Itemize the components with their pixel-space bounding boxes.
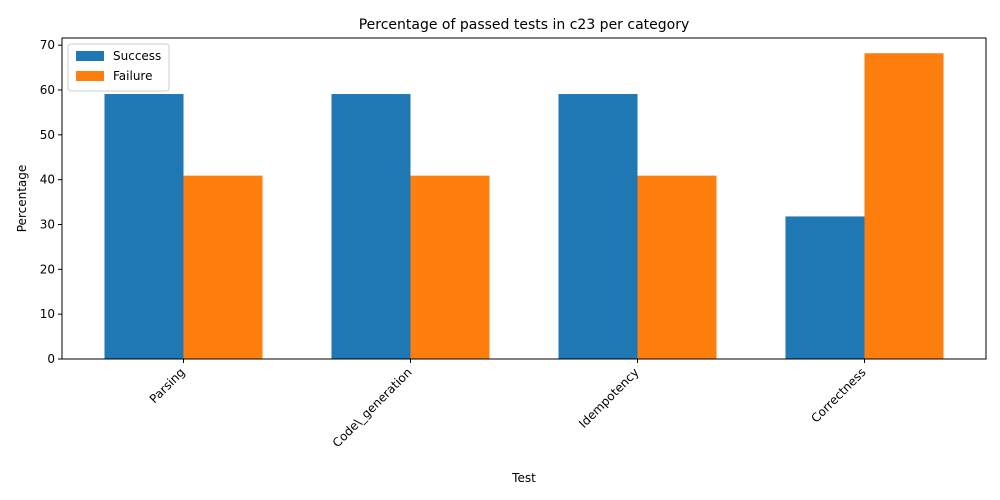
plot-frame xyxy=(61,37,987,360)
chart-title: Percentage of passed tests in c23 per ca… xyxy=(359,17,690,33)
x-axis-label: Test xyxy=(511,471,536,485)
y-tick-label-3: 30 xyxy=(40,218,55,232)
y-ticks-group: 0 10 20 30 40 50 60 70 xyxy=(40,38,62,366)
y-tick-label-5: 50 xyxy=(40,128,55,142)
bar-failure-1 xyxy=(410,175,490,359)
bar-success-0 xyxy=(104,94,184,360)
y-tick-label-7: 70 xyxy=(40,38,55,52)
legend-swatch-failure xyxy=(76,71,104,81)
x-tick-label-2: Idempotency xyxy=(576,365,641,430)
legend-swatch-success xyxy=(76,51,104,61)
legend-label-success: Success xyxy=(113,49,161,63)
y-tick-label-6: 60 xyxy=(40,83,55,97)
legend: Success Failure xyxy=(67,43,170,92)
bar-failure-2 xyxy=(637,175,717,359)
x-tick-label-3: Correctness xyxy=(808,365,868,425)
y-tick-label-0: 0 xyxy=(47,352,55,366)
bar-success-1 xyxy=(331,94,411,360)
x-tick-label-0: Parsing xyxy=(147,365,188,406)
y-tick-label-4: 40 xyxy=(40,173,55,187)
bars-group xyxy=(104,53,944,360)
x-ticks-group: Parsing Code\_generation Idempotency Correc… xyxy=(147,359,869,450)
y-tick-label-1: 10 xyxy=(40,307,55,321)
y-tick-label-2: 20 xyxy=(40,262,55,276)
bar-failure-0 xyxy=(183,175,263,359)
bar-success-2 xyxy=(558,94,638,360)
bar-failure-3 xyxy=(864,53,944,360)
bar-success-3 xyxy=(785,216,865,359)
x-tick-label-1: Code\_generation xyxy=(330,365,415,450)
y-axis-label: Percentage xyxy=(15,165,29,233)
legend-label-failure: Failure xyxy=(113,69,152,83)
